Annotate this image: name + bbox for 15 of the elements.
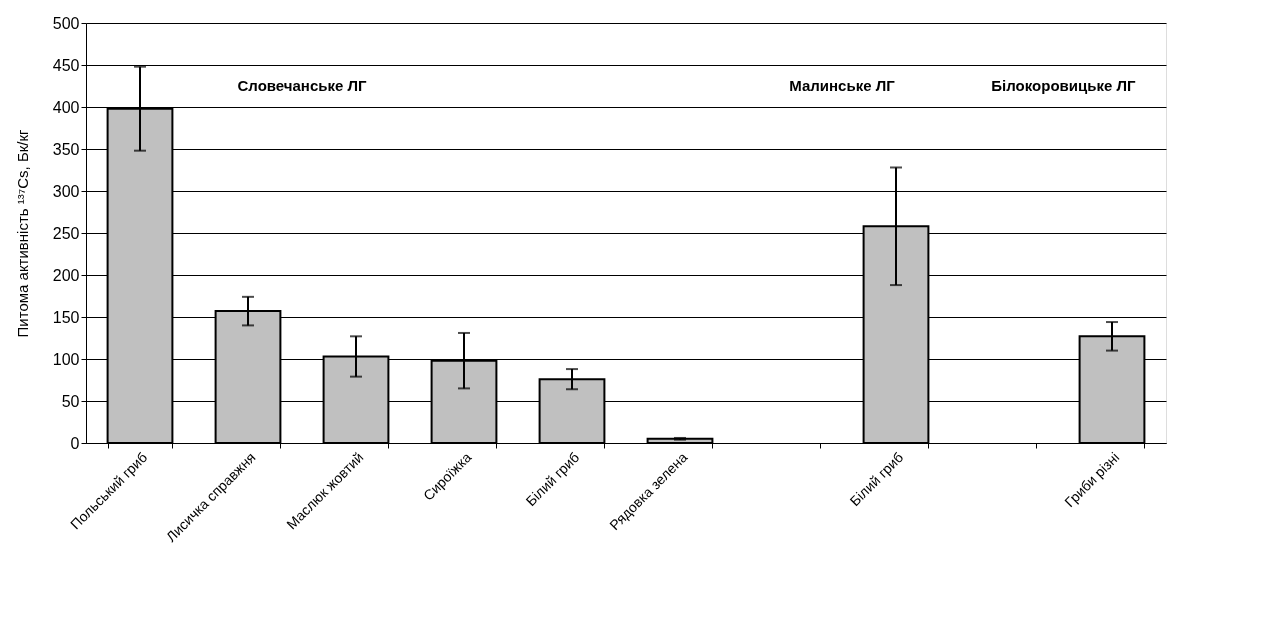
y-tick-label: 300 (52, 182, 80, 200)
annotation: Словечанське ЛГ (237, 77, 368, 94)
annotation: Малинське ЛГ (789, 77, 896, 94)
y-tick-label: 100 (52, 350, 80, 368)
y-tick-label: 500 (52, 14, 80, 32)
y-axis-title: Питома активність ¹³⁷Cs, Бк/кг (13, 128, 31, 338)
y-tick-label: 450 (52, 56, 80, 74)
y-tick-label: 150 (52, 308, 80, 326)
y-tick-label: 50 (61, 392, 80, 410)
annotation: Білокоровицьке ЛГ (991, 77, 1136, 94)
y-tick-label: 200 (52, 266, 80, 284)
y-tick-label: 400 (52, 98, 80, 116)
y-tick-label: 0 (70, 434, 80, 452)
y-tick-label: 350 (52, 140, 80, 158)
y-tick-label: 250 (52, 224, 80, 242)
